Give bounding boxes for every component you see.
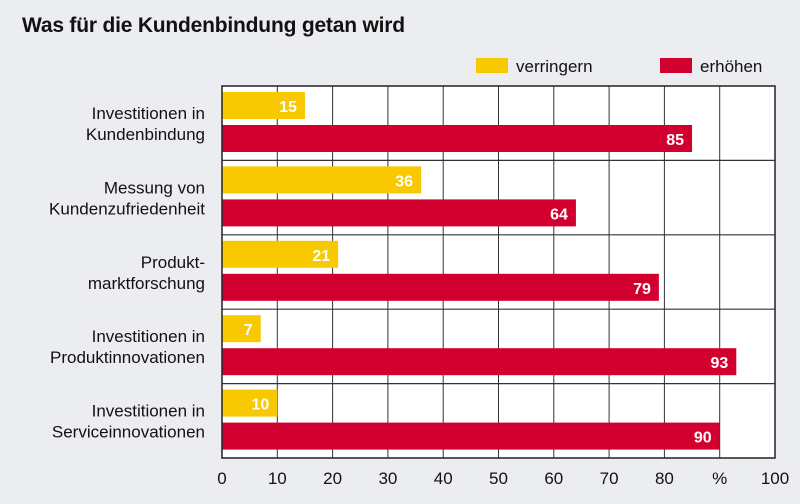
x-tick-label: 0 [217,469,226,488]
category-label: Investitionen in [92,104,205,123]
category-label: Produkt- [141,253,205,272]
legend-label: erhöhen [700,57,762,76]
category-label: Serviceinnovationen [52,423,205,442]
category-label: Messung von [104,178,205,197]
bar-erhöhen [222,125,693,152]
category-label: Kundenzufriedenheit [49,199,205,218]
bar-verringern [222,240,339,268]
data-label: 7 [244,322,253,339]
legend-swatch [660,58,692,73]
plot-border [221,85,776,459]
category-label: Investitionen in [92,402,205,421]
data-label: 15 [279,99,297,116]
x-tick-label: 40 [434,469,453,488]
legend-label: verringern [516,57,593,76]
x-tick-label: 60 [544,469,563,488]
x-tick-label: 70 [600,469,619,488]
category-label: Kundenbindung [86,125,205,144]
x-tick-label: 20 [323,469,342,488]
bar-erhöhen [222,348,737,376]
x-tick-label: 10 [268,469,287,488]
data-label: 36 [395,173,413,190]
category-label: marktforschung [88,274,205,293]
data-label: 90 [694,430,712,447]
data-label: 85 [666,132,684,149]
bar-verringern [222,166,422,194]
data-label: 79 [633,281,651,298]
x-tick-label: 80 [655,469,674,488]
x-tick-label: 30 [378,469,397,488]
legend-swatch [476,58,508,73]
x-tick-label: 100 [761,469,789,488]
bar-verringern [222,92,305,119]
data-label: 64 [550,206,568,223]
data-label: 93 [710,355,728,372]
bar-erhöhen [222,422,720,450]
chart-title: Was für die Kundenbindung getan wird [22,14,405,37]
bar-verringern [222,389,278,417]
category-label: Produktinnovationen [50,348,205,367]
x-tick-label: 50 [489,469,508,488]
category-label: Investitionen in [92,327,205,346]
data-label: 10 [252,397,270,414]
bar-erhöhen [222,273,659,301]
bar-erhöhen [222,199,576,227]
bar-verringern [222,315,261,343]
data-label: 21 [312,248,330,265]
x-tick-label: % [712,469,727,488]
